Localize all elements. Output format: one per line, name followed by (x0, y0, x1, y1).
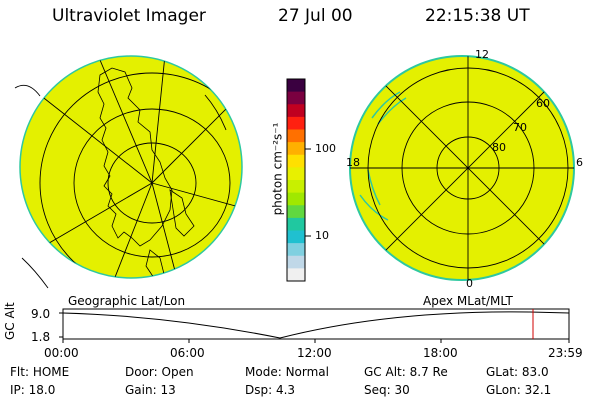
colorbar-segment (287, 129, 305, 143)
colorbar-frame (286, 78, 306, 282)
status-glon-key: GLon: (486, 383, 521, 397)
apex-caption: Apex MLat/MLT (423, 294, 513, 308)
timeline-ymax: 9.0 (31, 307, 51, 321)
colorbar-segment (287, 255, 305, 269)
status-seq: Seq: 30 (364, 383, 410, 397)
status-door: Door: Open (125, 365, 194, 379)
status-dsp-key: Dsp: (245, 383, 273, 397)
colorbar-tick-10: 10 (315, 229, 329, 242)
status-dsp: Dsp: 4.3 (245, 383, 295, 397)
status-flt-value: HOME (32, 365, 70, 379)
mlt-label-6: 6 (576, 156, 583, 169)
colorbar-segment (287, 192, 305, 206)
status-gcalt: GC Alt: 8.7 Re (364, 365, 448, 379)
colorbar-segment (287, 167, 305, 181)
lat-label-80: 80 (492, 141, 506, 154)
status-gain: Gain: 13 (125, 383, 176, 397)
timeline-tick-0: 00:00 (44, 346, 79, 360)
status-glat-key: GLat: (486, 365, 519, 379)
status-seq-value: 30 (394, 383, 410, 397)
lat-label-70: 70 (513, 121, 527, 134)
colorbar-segment (287, 180, 305, 194)
status-ip: IP: 18.0 (10, 383, 55, 397)
mlt-label-12: 12 (475, 48, 489, 61)
timeline-ymin: 1.8 (31, 330, 51, 344)
status-mode-key: Mode: (245, 365, 282, 379)
status-glat-value: 83.0 (521, 365, 549, 379)
geographic-image (14, 55, 243, 289)
colorbar-segment (287, 79, 305, 93)
timeline-tick-1: 06:00 (170, 346, 205, 360)
colorbar-segment (287, 243, 305, 257)
status-ip-value: 18.0 (28, 383, 56, 397)
status-door-value: Open (161, 365, 194, 379)
colorbar-segment (287, 205, 305, 219)
status-flt: Flt: HOME (10, 365, 69, 379)
header-date: 27 Jul 00 (278, 6, 353, 26)
lat-label-60: 60 (536, 97, 550, 110)
timeline-tick-2: 12:00 (297, 346, 332, 360)
apex-image (349, 55, 575, 281)
status-gain-value: 13 (160, 383, 176, 397)
colorbar-unit-label: photon cm⁻²s⁻¹ (270, 122, 285, 216)
mlt-label-0: 0 (466, 277, 473, 290)
geographic-caption: Geographic Lat/Lon (68, 294, 186, 308)
status-door-key: Door: (125, 365, 158, 379)
status-glon: GLon: 32.1 (486, 383, 551, 397)
status-mode-value: Normal (285, 365, 329, 379)
status-gcalt-key: GC Alt: (364, 365, 406, 379)
header-time: 22:15:38 UT (425, 6, 530, 26)
status-ip-key: IP: (10, 383, 25, 397)
colorbar-segment (287, 91, 305, 105)
status-glat: GLat: 83.0 (486, 365, 549, 379)
status-glon-value: 32.1 (524, 383, 552, 397)
colorbar-ticks (305, 148, 311, 237)
colorbar (286, 78, 306, 282)
mlt-label-18: 18 (346, 156, 360, 169)
status-flt-key: Flt: (10, 365, 29, 379)
timeline-tick-4: 23:59 (548, 346, 583, 360)
colorbar-segment (287, 217, 305, 231)
status-mode: Mode: Normal (245, 365, 329, 379)
colorbar-segment (287, 230, 305, 244)
app-title: Ultraviolet Imager (52, 6, 206, 26)
colorbar-segment (287, 154, 305, 168)
status-gcalt-value: 8.7 Re (409, 365, 448, 379)
status-dsp-value: 4.3 (275, 383, 296, 397)
timeline-tick-3: 18:00 (423, 346, 458, 360)
colorbar-tick-100: 100 (315, 142, 336, 155)
colorbar-segment (287, 268, 305, 282)
timeline-yaxis-label: GC Alt (3, 302, 17, 340)
colorbar-segment (287, 116, 305, 130)
status-gain-key: Gain: (125, 383, 157, 397)
colorbar-segment (287, 142, 305, 156)
colorbar-segment (287, 104, 305, 118)
status-seq-key: Seq: (364, 383, 391, 397)
altitude-timeline (59, 308, 570, 343)
